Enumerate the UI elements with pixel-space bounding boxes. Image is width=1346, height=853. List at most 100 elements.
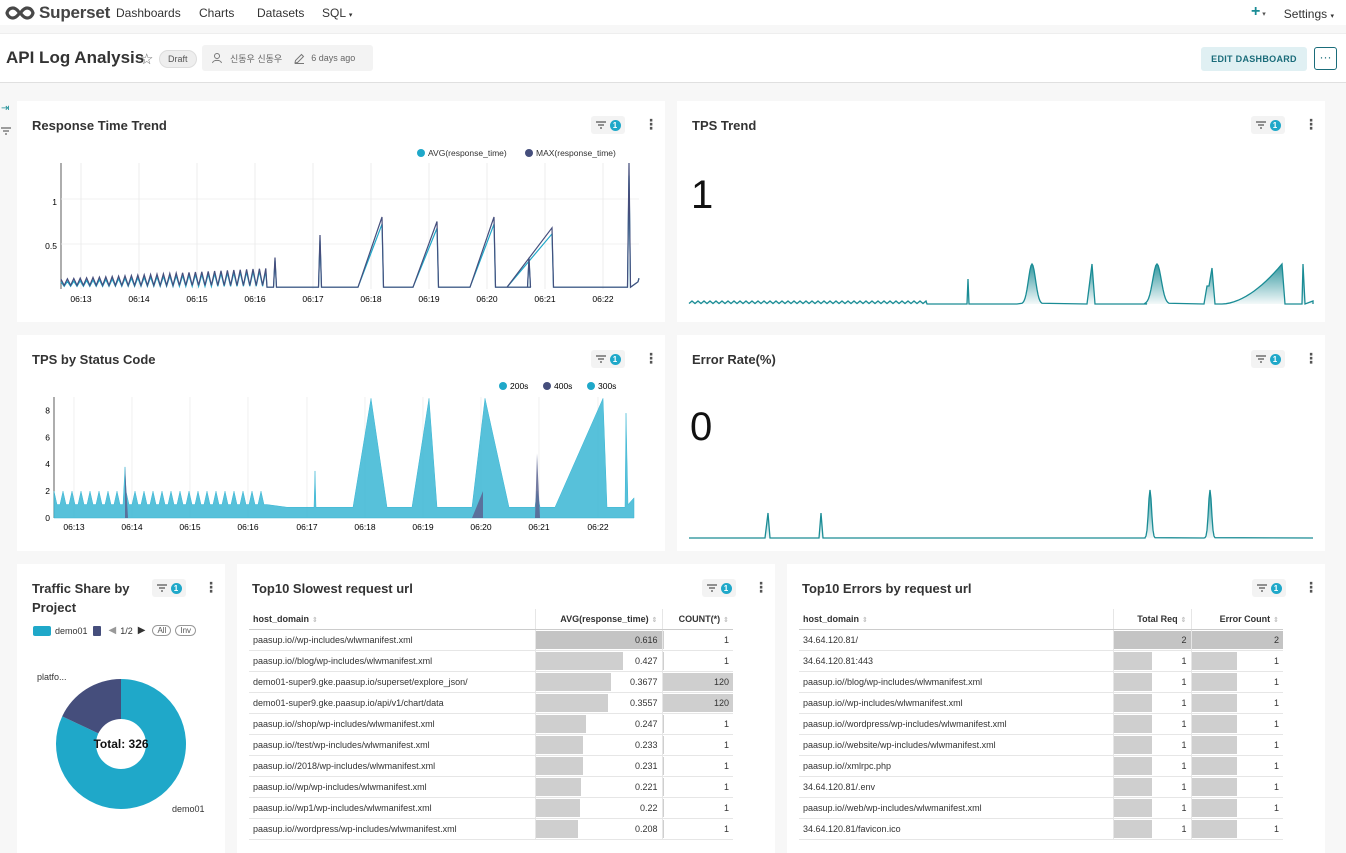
host-domain-cell: 34.64.120.81/ xyxy=(799,629,1113,651)
edit-pencil-icon xyxy=(294,53,305,64)
legend-next-page-icon[interactable]: ▶ xyxy=(137,625,146,636)
error-rate-line[interactable] xyxy=(689,489,1314,539)
legend-marker-platform[interactable] xyxy=(92,625,101,636)
chart-menu-kebab-icon[interactable]: ⋮ xyxy=(644,116,658,132)
edit-dashboard-button[interactable]: EDIT DASHBOARD xyxy=(1201,47,1307,71)
cell-text: 1 xyxy=(1181,739,1187,750)
favorite-star-icon[interactable]: ☆ xyxy=(140,51,154,68)
filter-count-badge: 1 xyxy=(609,353,621,365)
table-row[interactable]: paasup.io//blog/wp-includes/wlwmanifest.… xyxy=(799,671,1283,693)
nav-dashboards[interactable]: Dashboards xyxy=(116,6,181,20)
value-cell: 1 xyxy=(1190,818,1283,840)
table-row[interactable]: paasup.io//wp-includes/wlwmanifest.xml 0.… xyxy=(249,629,733,651)
cell-text: paasup.io//website/wp-includes/wlwmanife… xyxy=(803,739,996,750)
applied-filters-indicator[interactable]: 1 xyxy=(1251,116,1285,134)
series-area-200s[interactable] xyxy=(53,398,635,519)
nav-charts[interactable]: Charts xyxy=(199,6,235,20)
value-cell: 0.3677 xyxy=(534,671,662,693)
chart-title[interactable]: TPS Trend xyxy=(692,118,757,133)
table-row[interactable]: 34.64.120.81:443 1 1 xyxy=(799,650,1283,672)
legend-label-demo01[interactable]: demo01 xyxy=(55,625,88,636)
chart-title[interactable]: Response Time Trend xyxy=(32,118,167,133)
column-header-avg-response-time[interactable]: AVG(response_time) ⇕ xyxy=(534,609,662,630)
table-row[interactable]: 34.64.120.81/favicon.ico 1 1 xyxy=(799,818,1283,840)
tps-trend-line[interactable] xyxy=(688,262,1314,305)
table-row[interactable]: demo01-super9.gke.paasup.io/superset/exp… xyxy=(249,671,733,693)
column-header-count[interactable]: COUNT(*) ⇕ xyxy=(661,609,733,630)
applied-filters-indicator[interactable]: 1 xyxy=(1251,350,1285,368)
max-response-time-line[interactable] xyxy=(60,162,640,289)
table-row[interactable]: 34.64.120.81/.env 1 1 xyxy=(799,776,1283,798)
table-row[interactable]: paasup.io//test/wp-includes/wlwmanifest.… xyxy=(249,734,733,756)
chart-menu-kebab-icon[interactable]: ⋮ xyxy=(204,579,218,595)
legend-inverse-button[interactable]: Inv xyxy=(175,625,197,636)
applied-filters-indicator[interactable]: 1 xyxy=(591,116,625,134)
cell-value-bar xyxy=(535,777,581,796)
cell-text: 0.3557 xyxy=(629,697,658,708)
value-cell: 0.233 xyxy=(534,734,662,756)
chart-title[interactable]: Traffic Share by Project xyxy=(32,579,130,617)
table-row[interactable]: paasup.io//shop/wp-includes/wlwmanifest.… xyxy=(249,713,733,735)
legend-prev-page-icon[interactable]: ◀ xyxy=(108,625,117,636)
cell-text: paasup.io//test/wp-includes/wlwmanifest.… xyxy=(253,739,430,750)
applied-filters-indicator[interactable]: 1 xyxy=(152,579,186,597)
chart-menu-kebab-icon[interactable]: ⋮ xyxy=(1304,350,1318,366)
chart-legend[interactable]: AVG(response_time) MAX(response_time) xyxy=(417,148,616,158)
chart-title[interactable]: Top10 Errors by request url xyxy=(802,581,972,596)
expand-filter-bar-icon[interactable]: ⇥ xyxy=(1,103,10,114)
chart-title[interactable]: TPS by Status Code xyxy=(32,352,156,367)
settings-menu[interactable]: Settings ▾ xyxy=(1284,7,1334,21)
column-header-host-domain[interactable]: host_domain ⇕ xyxy=(249,609,535,630)
chart-title[interactable]: Top10 Slowest request url xyxy=(252,581,413,596)
x-tick-label: 06:21 xyxy=(528,522,550,532)
cell-value-bar xyxy=(1191,798,1238,817)
nav-sql[interactable]: SQL ▾ xyxy=(322,6,352,20)
tps-by-status-card: TPS by Status Code 1 ⋮ 200s 400s 300s 0 2… xyxy=(17,335,665,551)
nav-datasets[interactable]: Datasets xyxy=(257,6,305,20)
legend-select-all-button[interactable]: All xyxy=(152,625,172,636)
filter-icon xyxy=(595,121,606,129)
superset-logo[interactable]: Superset xyxy=(5,3,110,23)
chart-menu-kebab-icon[interactable]: ⋮ xyxy=(644,350,658,366)
cell-text: 1 xyxy=(723,655,729,666)
table-row[interactable]: paasup.io//wp1/wp-includes/wlwmanifest.x… xyxy=(249,797,733,819)
column-header-host-domain[interactable]: host_domain ⇕ xyxy=(799,609,1113,630)
brand-name: Superset xyxy=(39,2,111,22)
cell-value-bar xyxy=(662,756,664,775)
applied-filters-indicator[interactable]: 1 xyxy=(591,350,625,368)
sort-icon: ⇕ xyxy=(651,616,658,624)
table-row[interactable]: 34.64.120.81/2 2 xyxy=(799,629,1283,651)
table-row[interactable]: paasup.io//wordpress/wp-includes/wlwmani… xyxy=(799,713,1283,735)
column-header-error-count[interactable]: Error Count ⇕ xyxy=(1190,609,1283,630)
x-tick-label: 06:19 xyxy=(418,294,440,304)
table-row[interactable]: demo01-super9.gke.paasup.io/api/v1/chart… xyxy=(249,692,733,714)
applied-filters-indicator[interactable]: 1 xyxy=(1252,579,1286,597)
chart-legend[interactable]: 200s 400s 300s xyxy=(499,381,616,391)
table-row[interactable]: paasup.io//xmlrpc.php 1 1 xyxy=(799,755,1283,777)
host-domain-cell: paasup.io//wp-includes/wlwmanifest.xml xyxy=(249,629,535,651)
table-row[interactable]: paasup.io//blog/wp-includes/wlwmanifest.… xyxy=(249,650,733,672)
table-row[interactable]: paasup.io//website/wp-includes/wlwmanife… xyxy=(799,734,1283,756)
chart-menu-kebab-icon[interactable]: ⋮ xyxy=(1304,579,1318,595)
column-header-total-req[interactable]: Total Req ⇕ xyxy=(1112,609,1191,630)
filter-icon[interactable] xyxy=(1,126,11,136)
legend-marker-demo01[interactable] xyxy=(33,625,51,636)
table-row[interactable]: paasup.io//wp-includes/wlwmanifest.xml 1 1 xyxy=(799,692,1283,714)
table-row[interactable]: paasup.io//web/wp-includes/wlwmanifest.x… xyxy=(799,797,1283,819)
table-row[interactable]: paasup.io//wp/wp-includes/wlwmanifest.xm… xyxy=(249,776,733,798)
cell-text: 1 xyxy=(1273,676,1279,687)
x-tick-label: 06:17 xyxy=(302,294,324,304)
chart-title[interactable]: Error Rate(%) xyxy=(692,352,776,367)
cell-value-bar xyxy=(662,777,664,796)
chart-menu-kebab-icon[interactable]: ⋮ xyxy=(1304,116,1318,132)
dashboard-title[interactable]: API Log Analysis xyxy=(6,48,145,67)
table-row[interactable]: paasup.io//wordpress/wp-includes/wlwmani… xyxy=(249,818,733,840)
cell-text: 1 xyxy=(1181,697,1187,708)
draft-badge[interactable]: Draft xyxy=(159,50,197,68)
applied-filters-indicator[interactable]: 1 xyxy=(702,579,736,597)
chart-menu-kebab-icon[interactable]: ⋮ xyxy=(754,579,768,595)
table-row[interactable]: paasup.io//2018/wp-includes/wlwmanifest.… xyxy=(249,755,733,777)
cell-value-bar xyxy=(535,651,623,670)
more-options-button[interactable]: ··· xyxy=(1314,47,1337,70)
add-new-button[interactable]: + ▾ xyxy=(1251,4,1266,22)
